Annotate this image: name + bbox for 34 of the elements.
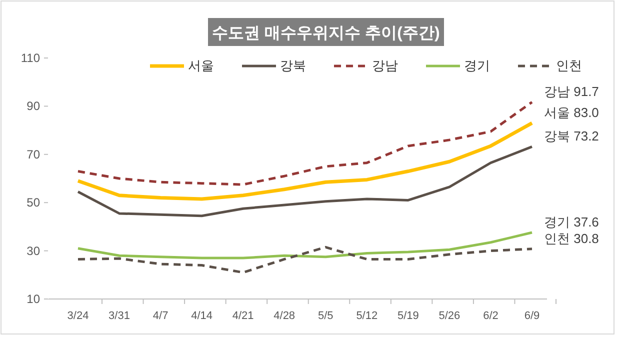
x-tick-label: 4/28 xyxy=(274,310,296,322)
legend-label: 서울 xyxy=(188,58,214,73)
legend-label: 강남 xyxy=(372,58,398,73)
y-tick-label: 70 xyxy=(26,147,40,162)
x-tick-label: 5/26 xyxy=(438,310,460,322)
x-tick-label: 5/12 xyxy=(356,310,378,322)
chart-title: 수도권 매수우위지수 추이(주간) xyxy=(212,25,440,42)
y-tick-label: 110 xyxy=(20,51,40,65)
x-tick-label: 6/2 xyxy=(483,310,498,322)
y-tick-label: 30 xyxy=(26,244,40,258)
line-series xyxy=(76,121,534,201)
line-series xyxy=(76,145,534,218)
x-tick-label: 4/7 xyxy=(152,310,168,322)
y-tick-label: 50 xyxy=(26,196,40,210)
line-series xyxy=(76,231,534,260)
x-tick-label: 3/24 xyxy=(67,310,89,322)
annotation: 인천 30.8 xyxy=(544,230,599,246)
line-series xyxy=(76,246,534,274)
legend-label: 강북 xyxy=(280,58,306,73)
legend-label: 인천 xyxy=(556,58,582,73)
x-tick-label: 4/14 xyxy=(191,310,213,322)
y-tick-label: 10 xyxy=(26,292,40,306)
line-series xyxy=(76,100,534,186)
x-tick-label: 5/19 xyxy=(397,310,419,322)
x-tick-label: 6/9 xyxy=(524,310,540,322)
x-tick-label: 4/21 xyxy=(232,310,254,322)
annotation: 경기 37.6 xyxy=(544,214,599,230)
x-tick-label: 3/31 xyxy=(108,310,130,322)
annotation: 서울 83.0 xyxy=(544,105,599,120)
annotation: 강남 91.7 xyxy=(544,84,599,100)
x-tick-label: 5/5 xyxy=(318,310,334,322)
legend-label: 경기 xyxy=(464,58,490,73)
y-tick-label: 90 xyxy=(26,99,40,114)
annotation: 강북 73.2 xyxy=(544,128,599,144)
